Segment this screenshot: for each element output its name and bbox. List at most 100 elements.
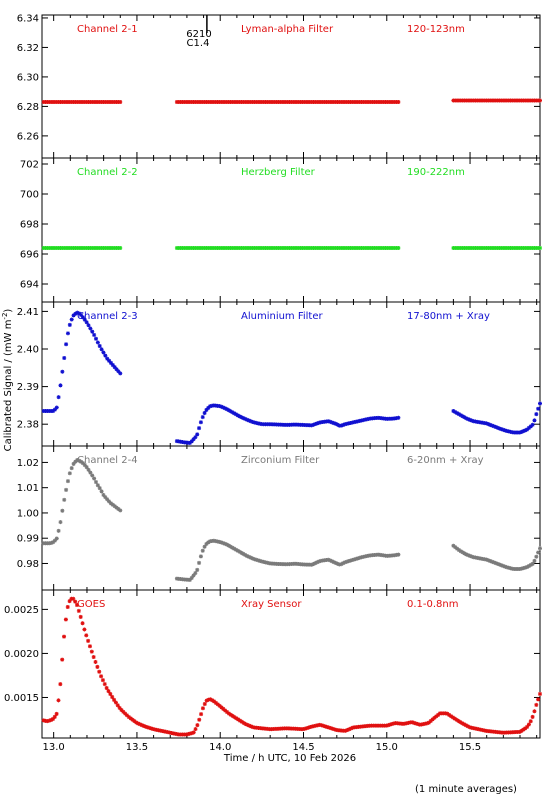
y-tick-label: 0.0025 — [4, 605, 39, 616]
y-tick-label: 1.02 — [17, 458, 39, 469]
data-point — [219, 540, 224, 545]
data-point — [101, 492, 106, 497]
data-point — [523, 726, 528, 731]
footnote: (1 minute averages) — [415, 784, 517, 795]
data-point — [306, 725, 311, 730]
data-point — [193, 571, 198, 576]
data-point — [335, 422, 340, 427]
data-point — [56, 698, 61, 703]
data-point — [328, 558, 333, 563]
data-point — [525, 724, 530, 729]
data-point — [204, 407, 209, 412]
data-point — [467, 417, 472, 422]
data-point — [328, 419, 333, 424]
series-1 — [41, 246, 123, 250]
data-point — [396, 552, 401, 557]
data-point — [462, 722, 467, 727]
data-point — [71, 461, 76, 466]
data-point — [451, 543, 456, 548]
data-point — [342, 560, 347, 565]
data-point — [528, 719, 533, 724]
data-point — [331, 421, 336, 426]
data-point — [237, 718, 242, 723]
y-tick-label: 0.99 — [17, 534, 39, 545]
data-point — [456, 412, 461, 417]
data-point — [245, 722, 250, 727]
data-point — [191, 730, 196, 735]
data-point — [208, 697, 213, 702]
data-point — [469, 418, 474, 423]
panel-filter-label: Herzberg Filter — [241, 167, 316, 178]
series-1 — [41, 596, 542, 737]
data-point — [82, 627, 87, 632]
data-point — [58, 520, 63, 525]
data-point — [460, 721, 465, 726]
data-point — [103, 495, 108, 500]
data-point — [119, 708, 124, 713]
data-point — [197, 426, 202, 431]
data-point — [234, 716, 239, 721]
data-point — [78, 614, 83, 619]
x-tick-label: 13.5 — [126, 742, 148, 753]
data-point — [87, 644, 92, 649]
data-point — [118, 246, 123, 250]
data-point — [108, 501, 113, 506]
data-point — [333, 421, 338, 426]
panel-5: 0.0015 0.0020 0.0025 GOES Xray Sensor 0.1-0.8… — [4, 589, 542, 753]
event-marker-label-bottom: C1.4 — [187, 38, 210, 49]
data-point — [198, 420, 203, 425]
data-point — [86, 467, 91, 472]
data-point — [52, 407, 57, 412]
data-point — [464, 416, 469, 421]
data-point — [344, 559, 349, 564]
panel-channel-label: Channel 2-1 — [77, 24, 138, 35]
data-point — [225, 710, 230, 715]
data-point — [102, 682, 107, 687]
data-point — [230, 545, 235, 550]
data-point — [198, 554, 203, 559]
data-point — [132, 719, 137, 724]
data-point — [396, 99, 401, 104]
data-point — [123, 711, 128, 716]
data-point — [517, 430, 522, 435]
data-point — [204, 541, 209, 546]
data-point — [108, 692, 113, 697]
data-point — [197, 560, 202, 565]
data-point — [226, 408, 231, 413]
data-point — [460, 550, 465, 555]
data-point — [51, 409, 56, 414]
data-point — [309, 423, 314, 428]
data-point — [199, 712, 204, 717]
data-point — [523, 565, 528, 570]
data-point — [486, 422, 491, 427]
data-point — [80, 621, 85, 626]
data-point — [71, 596, 76, 601]
data-point — [248, 555, 253, 560]
data-point — [239, 719, 244, 724]
data-point — [107, 358, 112, 363]
data-point — [451, 409, 456, 414]
panel-filter-label: Lyman-alpha Filter — [241, 24, 334, 35]
data-point — [136, 721, 141, 726]
data-point — [521, 429, 526, 434]
data-point — [534, 554, 539, 559]
data-point — [339, 423, 344, 428]
panel-band-label: 190-222nm — [407, 167, 465, 178]
data-point — [526, 563, 531, 568]
data-point — [530, 561, 535, 566]
data-point — [528, 424, 533, 429]
data-point — [147, 725, 152, 730]
data-point — [458, 549, 463, 554]
data-point — [58, 383, 63, 388]
data-point — [223, 708, 228, 713]
data-point — [134, 720, 139, 725]
x-tick-label: 15.0 — [376, 742, 398, 753]
data-point — [212, 699, 217, 704]
panel-band-label: 0.1-0.8nm — [407, 599, 459, 610]
data-point — [65, 604, 70, 609]
data-point — [54, 405, 59, 410]
series-3 — [451, 246, 542, 250]
y-tick-label: 2.38 — [17, 420, 39, 431]
y-axis-label-main: Calibrated Signal / (mW m — [3, 320, 14, 452]
data-point — [77, 311, 82, 316]
